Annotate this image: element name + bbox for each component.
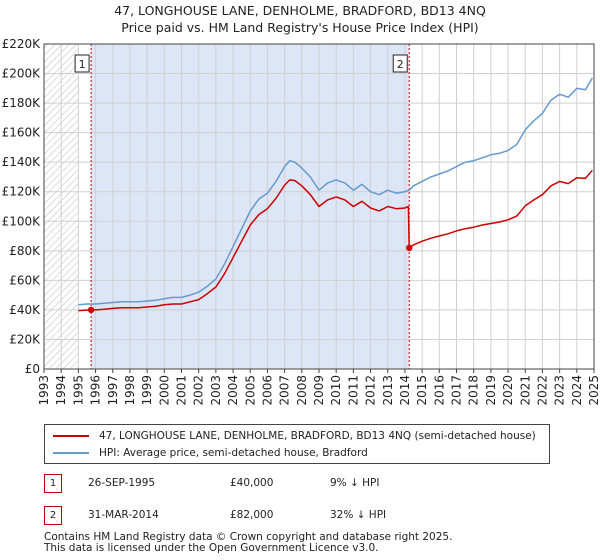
legend-item-property: 47, LONGHOUSE LANE, DENHOLME, BRADFORD, … [53,428,536,444]
x-tick-label: 2019 [484,375,498,406]
x-tick-label: 2022 [535,375,549,406]
y-tick-label: £80K [9,244,41,258]
legend-label-hpi: HPI: Average price, semi-detached house,… [99,447,368,459]
sale-point [87,306,95,314]
sale-point [406,244,413,252]
x-tick-label: 2008 [295,375,309,406]
footer: Contains HM Land Registry data © Crown c… [44,532,452,554]
x-tick-label: 2000 [157,375,171,406]
y-tick-label: £60K [9,273,41,287]
property-series-line [78,169,593,312]
x-tick-label: 2024 [570,375,584,406]
y-tick-label: £20K [9,332,41,346]
sale-price: £82,000 [230,509,274,521]
sale-label-box [392,54,408,73]
x-tick-label: 1993 [37,375,51,406]
x-tick-label: 1996 [89,375,103,406]
sale-label-number: 2 [397,58,404,71]
y-tick-label: £200K [2,67,42,81]
footer-line2: This data is licensed under the Open Gov… [44,542,379,554]
y-tick-label: £220K [2,37,42,51]
x-tick-label: 2020 [501,375,515,406]
x-tick-label: 2018 [467,375,481,406]
x-tick-label: 2014 [398,375,412,406]
x-tick-label: 2015 [415,375,429,406]
x-tick-label: 2012 [364,375,378,406]
sale-row: 1 26-SEP-1995 £40,000 9% ↓ HPI [44,474,584,494]
y-tick-label: £40K [9,303,41,317]
footer-line1: Contains HM Land Registry data © Crown c… [44,531,453,543]
sale-label-number: 1 [79,58,86,71]
x-tick-label: 2009 [312,375,326,406]
sale-badge: 2 [44,506,62,525]
sale-row: 2 31-MAR-2014 £82,000 32% ↓ HPI [44,506,584,526]
sale-hpi-delta: 32% ↓ HPI [330,509,387,521]
y-tick-label: £160K [2,126,42,140]
chart-title: 47, LONGHOUSE LANE, DENHOLME, BRADFORD, … [0,2,600,36]
x-tick-label: 2006 [260,375,274,406]
x-tick-label: 2016 [432,375,446,406]
sale-badge: 1 [44,474,62,493]
x-tick-label: 1997 [106,375,120,406]
x-tick-label: 1994 [54,375,68,406]
legend-swatch-hpi [53,452,89,454]
x-tick-label: 2013 [381,375,395,406]
chart-title-line2: Price paid vs. HM Land Registry's House … [121,20,479,35]
x-tick-label: 1999 [140,375,154,406]
x-tick-label: 2025 [587,375,600,406]
sale-hpi-delta: 9% ↓ HPI [330,477,380,489]
sale-price: £40,000 [230,477,274,489]
sale-date: 31-MAR-2014 [88,509,159,521]
x-tick-label: 2021 [518,375,532,406]
legend-item-hpi: HPI: Average price, semi-detached house,… [53,445,368,461]
hpi-series-line [78,77,593,306]
sale-label-box [74,54,90,73]
x-tick-label: 1998 [123,375,137,406]
y-tick-label: £180K [2,96,42,110]
x-tick-label: 2004 [226,375,240,406]
x-tick-label: 2023 [553,375,567,406]
legend-label-property: 47, LONGHOUSE LANE, DENHOLME, BRADFORD, … [99,430,536,442]
chart-area: 1 2 £0 £20K £40K £60K £80K £100K £120K £140K £160… [2,37,600,406]
sale-date: 26-SEP-1995 [88,477,156,489]
x-tick-label: 2001 [175,375,189,406]
x-tick-label: 2005 [243,375,257,406]
y-tick-label: £120K [2,185,42,199]
x-tick-label: 2017 [450,375,464,406]
legend-swatch-property [53,435,89,437]
legend: 47, LONGHOUSE LANE, DENHOLME, BRADFORD, … [44,424,550,464]
x-tick-label: 2003 [209,375,223,406]
x-tick-label: 2010 [329,375,343,406]
x-tick-label: 2002 [192,375,206,406]
x-tick-label: 2011 [346,375,360,406]
chart-title-line1: 47, LONGHOUSE LANE, DENHOLME, BRADFORD, … [114,3,486,18]
x-tick-label: 2007 [278,375,292,406]
y-tick-label: £100K [2,214,42,228]
x-tick-label: 1995 [71,375,85,406]
y-tick-label: £0 [25,362,40,376]
y-tick-label: £140K [2,155,42,169]
